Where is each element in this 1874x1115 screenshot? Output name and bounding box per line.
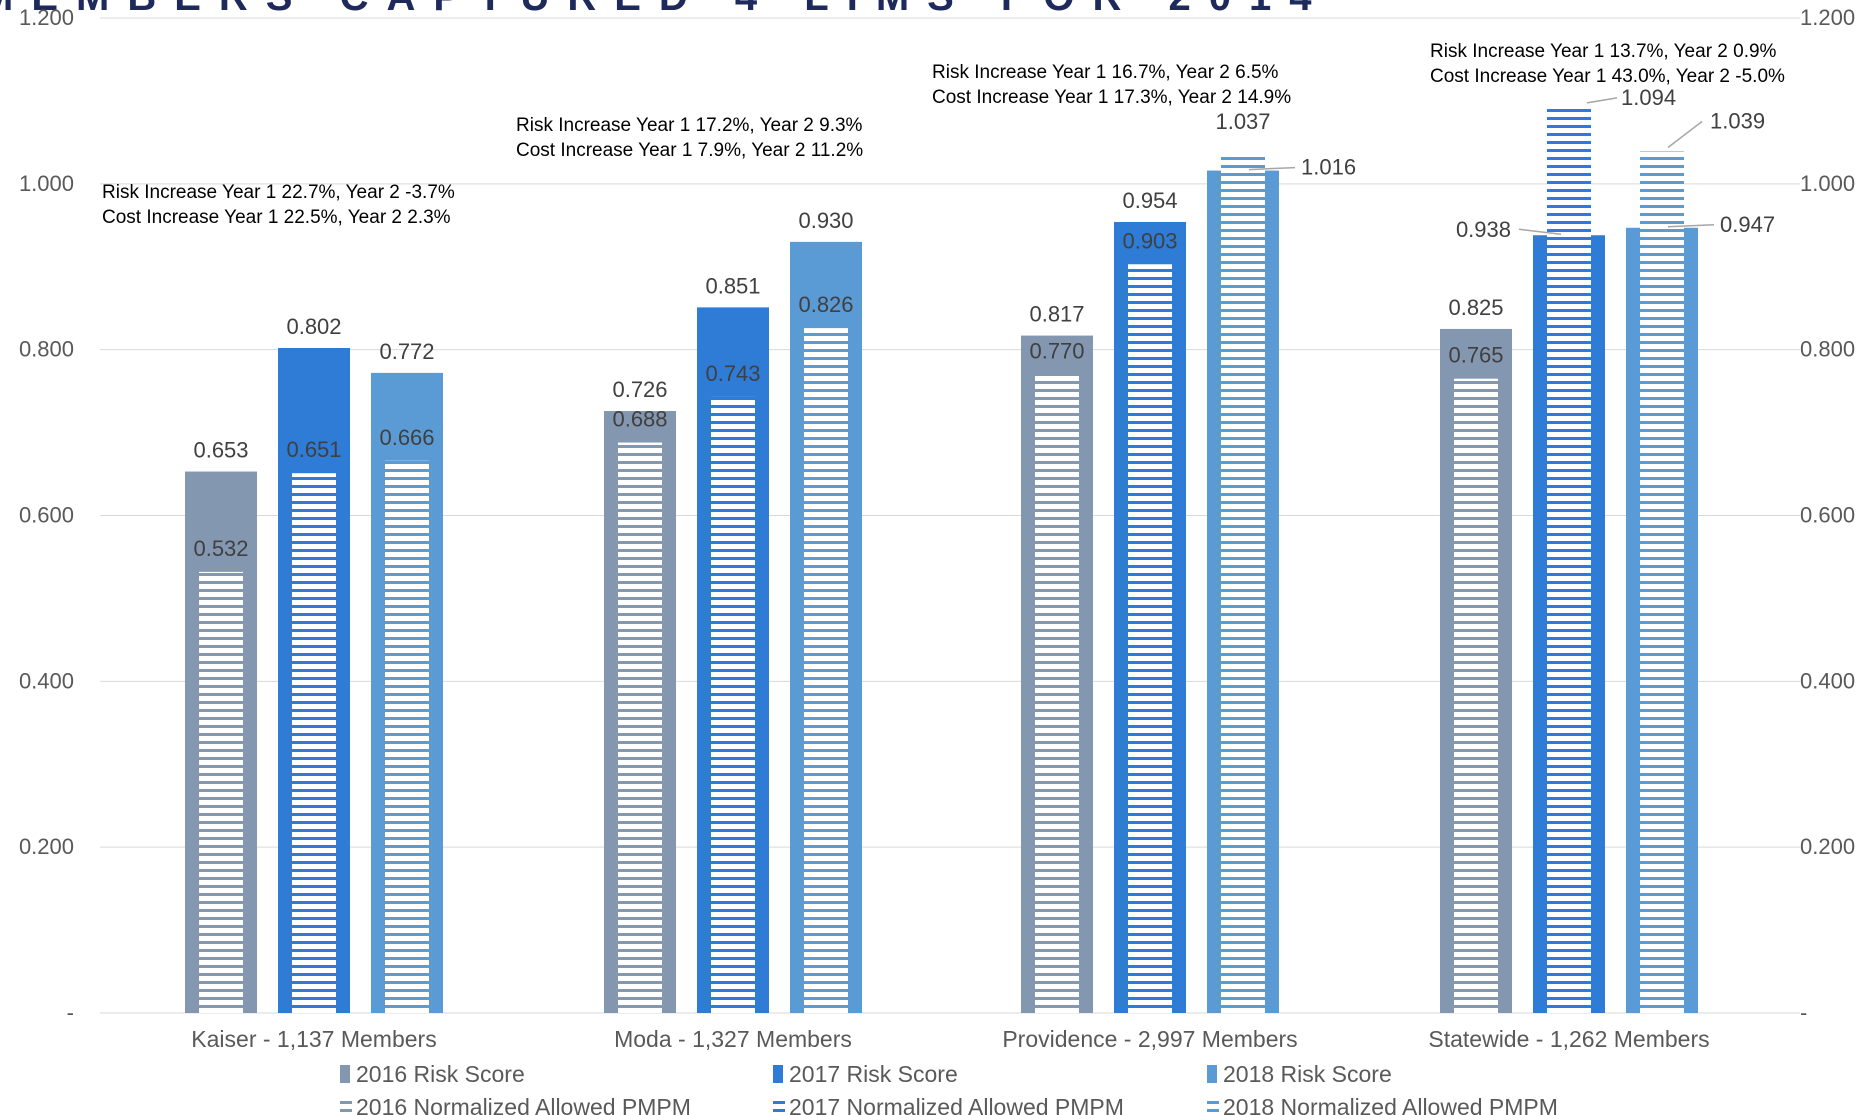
legend-label-2017-pmpm: 2017 Normalized Allowed PMPM (789, 1094, 1124, 1115)
data-label-risk: 0.851 (705, 273, 760, 298)
bar-pmpm-2016 (199, 571, 243, 1013)
annotation-cost-increase: Cost Increase Year 1 22.5%, Year 2 2.3% (102, 207, 451, 228)
data-label-risk: 1.016 (1301, 155, 1356, 180)
bar-pmpm-2018 (385, 460, 429, 1013)
y-tick-label-left: 0.800 (19, 337, 74, 362)
annotation-cost-increase: Cost Increase Year 1 7.9%, Year 2 11.2% (516, 140, 863, 161)
data-label-pmpm: 0.532 (193, 536, 248, 561)
data-label-risk: 0.947 (1720, 212, 1775, 237)
data-label-pmpm: 0.826 (798, 292, 853, 317)
annotation-risk-increase: Risk Increase Year 1 17.2%, Year 2 9.3% (516, 115, 863, 136)
leader-line (1586, 97, 1618, 104)
annotation-risk-increase: Risk Increase Year 1 16.7%, Year 2 6.5% (932, 62, 1279, 83)
data-label-pmpm: 0.765 (1448, 343, 1503, 368)
bar-pmpm-2017 (1547, 105, 1591, 1014)
data-label-pmpm: 1.037 (1215, 109, 1270, 134)
legend-swatch-2018-risk (1207, 1065, 1217, 1083)
data-label-risk: 0.817 (1029, 302, 1084, 327)
leader-line (1667, 224, 1715, 228)
y-tick-label-right: 1.200 (1800, 5, 1855, 30)
legend-swatch-2016-risk (340, 1065, 350, 1083)
data-label-risk: 0.938 (1456, 217, 1511, 242)
annotation-risk-increase: Risk Increase Year 1 13.7%, Year 2 0.9% (1430, 41, 1777, 62)
y-tick-label-right: 0.600 (1800, 503, 1855, 528)
leader-line (1248, 166, 1296, 171)
y-tick-label-left: 0.200 (19, 834, 74, 859)
bar-pmpm-2017 (711, 396, 755, 1013)
bar-pmpm-2017 (292, 473, 336, 1013)
bar-pmpm-2016 (1454, 378, 1498, 1013)
data-label-pmpm: 0.651 (286, 437, 341, 462)
legend-swatch-2018-pmpm (1207, 1101, 1219, 1113)
bar-pmpm-2016 (1035, 374, 1079, 1014)
legend-label-2016-pmpm: 2016 Normalized Allowed PMPM (356, 1094, 691, 1115)
data-label-pmpm: 1.039 (1710, 108, 1765, 133)
annotation-cost-increase: Cost Increase Year 1 43.0%, Year 2 -5.0% (1430, 66, 1785, 87)
data-label-risk: 0.802 (286, 314, 341, 339)
bar-pmpm-2017 (1128, 264, 1172, 1013)
y-tick-label-left: 1.200 (19, 5, 74, 30)
x-category-label: Statewide - 1,262 Members (1428, 1026, 1709, 1052)
legend-label-2017-risk: 2017 Risk Score (789, 1061, 958, 1087)
chart-title: MEMBERS CAPTURED 4 LIMS FOR 2014 (0, 0, 1329, 19)
legend-swatch-2017-pmpm (773, 1101, 785, 1113)
y-tick-label-left: 0.600 (19, 503, 74, 528)
data-label-risk: 0.653 (193, 438, 248, 463)
leader-line (1518, 228, 1562, 235)
annotation-risk-increase: Risk Increase Year 1 22.7%, Year 2 -3.7% (102, 182, 455, 203)
legend-swatch-2016-pmpm (340, 1101, 352, 1113)
bar-pmpm-2018 (1221, 153, 1265, 1013)
bar-pmpm-2018 (1640, 151, 1684, 1013)
legend-label-2018-pmpm: 2018 Normalized Allowed PMPM (1223, 1094, 1558, 1115)
y-tick-label-right: 0.400 (1800, 668, 1855, 693)
data-label-pmpm: 0.743 (705, 361, 760, 386)
data-label-risk: 0.954 (1122, 188, 1177, 213)
y-tick-label-left: 1.000 (19, 171, 74, 196)
legend-swatch-2017-risk (773, 1065, 783, 1083)
data-label-risk: 0.930 (798, 208, 853, 233)
y-tick-label-left: - (67, 1000, 74, 1025)
data-label-pmpm: 0.688 (612, 407, 667, 432)
x-category-label: Moda - 1,327 Members (614, 1026, 852, 1052)
x-category-label: Kaiser - 1,137 Members (191, 1026, 436, 1052)
y-tick-label-right: 1.000 (1800, 171, 1855, 196)
y-tick-label-right: 0.200 (1800, 834, 1855, 859)
data-label-risk: 0.825 (1448, 295, 1503, 320)
data-label-pmpm: 1.094 (1621, 85, 1676, 110)
bar-pmpm-2018 (804, 328, 848, 1013)
data-label-pmpm: 0.666 (379, 425, 434, 450)
annotation-cost-increase: Cost Increase Year 1 17.3%, Year 2 14.9% (932, 87, 1291, 108)
leader-line (1667, 120, 1703, 149)
x-category-label: Providence - 2,997 Members (1002, 1026, 1297, 1052)
legend-label-2018-risk: 2018 Risk Score (1223, 1061, 1392, 1087)
bar-pmpm-2016 (618, 442, 662, 1013)
y-tick-label-left: 0.400 (19, 668, 74, 693)
data-label-risk: 0.726 (612, 377, 667, 402)
data-label-pmpm: 0.770 (1029, 339, 1084, 364)
data-label-pmpm: 0.903 (1122, 228, 1177, 253)
y-tick-label-right: - (1800, 1000, 1807, 1025)
data-label-risk: 0.772 (379, 339, 434, 364)
y-tick-label-right: 0.800 (1800, 337, 1855, 362)
legend: 2016 Risk Score 2017 Risk Score 2018 Ris… (340, 1061, 1558, 1115)
legend-label-2016-risk: 2016 Risk Score (356, 1061, 525, 1087)
